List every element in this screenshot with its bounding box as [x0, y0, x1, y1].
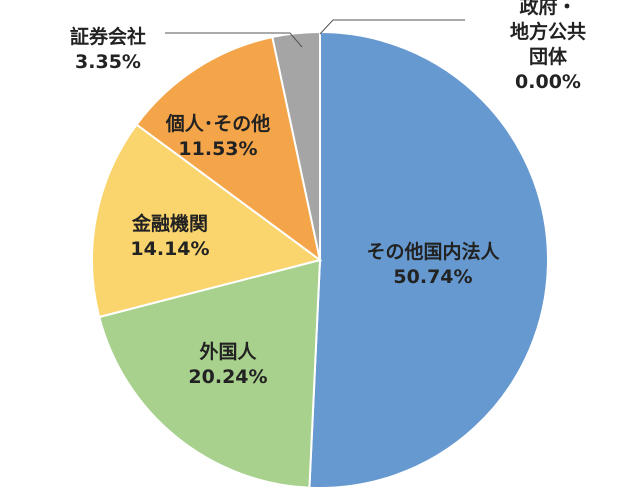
slice-label: 外国人 20.24%: [188, 340, 267, 390]
value-label: 50.74%: [393, 266, 473, 288]
value-label: 11.53%: [178, 138, 258, 160]
pie-slice: [91, 123, 323, 319]
value-label: 14.14%: [130, 238, 210, 260]
slice-label: 個人･その他 11.53%: [166, 112, 271, 162]
value-label: 0.00%: [515, 71, 581, 93]
category-label: 金融機関: [131, 213, 209, 235]
leader-line: [319, 19, 465, 35]
category-label: その他国内法人: [366, 241, 500, 263]
pie-slice: [135, 35, 322, 263]
slice-label: 証券会社 3.35%: [70, 25, 146, 75]
category-label: 個人･その他: [165, 113, 271, 135]
pie-slice: [308, 30, 549, 489]
value-label: 20.24%: [188, 366, 268, 388]
slice-label: 政府・ 地方公共団体 0.00%: [501, 0, 595, 95]
leader-line: [165, 32, 303, 48]
slice-label: 金融機関 14.14%: [130, 212, 209, 262]
pie-slice: [98, 258, 322, 489]
category-label: 証券会社: [69, 26, 147, 48]
value-label: 3.35%: [75, 51, 141, 73]
category-label: 政府・ 地方公共団体: [509, 0, 586, 68]
slice-label: その他国内法人 50.74%: [366, 240, 499, 290]
category-label: 外国人: [199, 341, 257, 363]
